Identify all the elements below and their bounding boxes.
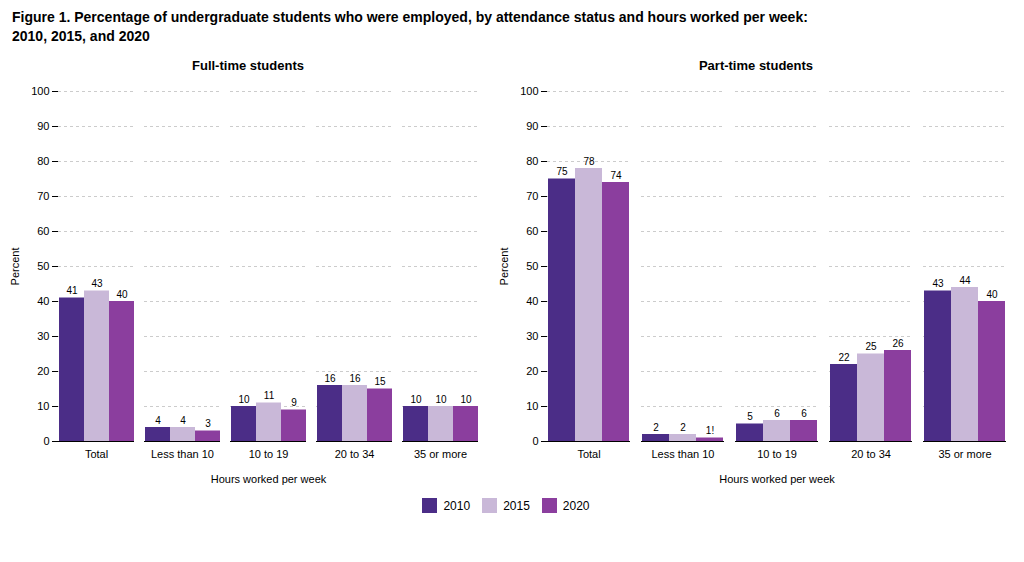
html-text:Full-time students: Full-time students <box>192 58 304 73</box>
svg-text:Percent: Percent <box>498 248 510 286</box>
svg-text:16: 16 <box>324 373 336 384</box>
svg-text:1!: 1! <box>706 425 714 436</box>
html-text:Figure 1. Percentage of underg: Figure 1. Percentage of undergraduate st… <box>12 9 808 25</box>
svg-text:50: 50 <box>37 260 49 272</box>
svg-text:75: 75 <box>556 166 568 177</box>
svg-text:20 to 34: 20 to 34 <box>335 448 375 460</box>
svg-text:100: 100 <box>31 85 49 97</box>
svg-text:10: 10 <box>435 394 447 405</box>
html-text:2020: 2020 <box>562 498 590 513</box>
svg-text:25: 25 <box>865 341 877 352</box>
html-text:2010: 2010 <box>443 498 471 513</box>
svg-text:6: 6 <box>801 408 807 419</box>
svg-text:40: 40 <box>526 295 538 307</box>
svg-text:10 to 19: 10 to 19 <box>757 448 797 460</box>
svg-text:100: 100 <box>520 85 538 97</box>
svg-text:16: 16 <box>349 373 361 384</box>
svg-text:30: 30 <box>37 330 49 342</box>
html-text:Part-time students: Part-time students <box>698 58 814 73</box>
svg-text:74: 74 <box>610 170 622 181</box>
svg-text:90: 90 <box>37 120 49 132</box>
svg-text:11: 11 <box>264 390 275 401</box>
svg-text:26: 26 <box>892 338 904 349</box>
svg-text:35 or more: 35 or more <box>938 448 991 460</box>
svg-text:60: 60 <box>37 225 49 237</box>
svg-text:60: 60 <box>526 225 538 237</box>
svg-text:10 to 19: 10 to 19 <box>249 448 289 460</box>
svg-text:6: 6 <box>774 408 780 419</box>
svg-text:40: 40 <box>986 289 998 300</box>
svg-text:15: 15 <box>374 376 386 387</box>
svg-text:Hours worked per week: Hours worked per week <box>719 473 835 485</box>
svg-text:80: 80 <box>37 155 49 167</box>
svg-text:9: 9 <box>291 397 297 408</box>
svg-text:40: 40 <box>37 295 49 307</box>
svg-text:10: 10 <box>37 400 49 412</box>
svg-text:70: 70 <box>37 190 49 202</box>
svg-text:20: 20 <box>37 365 49 377</box>
svg-text:20: 20 <box>526 365 538 377</box>
svg-text:30: 30 <box>526 330 538 342</box>
svg-text:40: 40 <box>116 289 128 300</box>
svg-text:10: 10 <box>238 394 250 405</box>
svg-text:4: 4 <box>155 415 161 426</box>
svg-text:Total: Total <box>85 448 108 460</box>
svg-text:2: 2 <box>653 422 659 433</box>
svg-text:20 to 34: 20 to 34 <box>851 448 891 460</box>
svg-text:5: 5 <box>747 411 753 422</box>
svg-text:Percent: Percent <box>9 248 21 286</box>
svg-text:2: 2 <box>680 422 686 433</box>
svg-text:43: 43 <box>932 278 944 289</box>
svg-text:Hours worked per week: Hours worked per week <box>211 473 327 485</box>
svg-text:22: 22 <box>838 352 850 363</box>
svg-text:10: 10 <box>526 400 538 412</box>
svg-text:Total: Total <box>577 448 600 460</box>
svg-text:10: 10 <box>460 394 472 405</box>
svg-text:78: 78 <box>583 156 595 167</box>
svg-text:Less than 10: Less than 10 <box>652 448 715 460</box>
svg-text:10: 10 <box>410 394 422 405</box>
html-text:2010, 2015, and 2020: 2010, 2015, and 2020 <box>12 28 150 44</box>
svg-text:35 or more: 35 or more <box>414 448 467 460</box>
svg-text:80: 80 <box>526 155 538 167</box>
svg-text:50: 50 <box>526 260 538 272</box>
svg-text:4: 4 <box>180 415 186 426</box>
svg-text:70: 70 <box>526 190 538 202</box>
svg-text:41: 41 <box>66 285 78 296</box>
svg-text:44: 44 <box>959 275 971 286</box>
svg-text:3: 3 <box>205 418 211 429</box>
svg-text:0: 0 <box>532 435 538 447</box>
svg-text:0: 0 <box>43 435 49 447</box>
svg-text:90: 90 <box>526 120 538 132</box>
svg-text:43: 43 <box>91 278 103 289</box>
html-text:2015: 2015 <box>503 498 530 513</box>
svg-text:Less than 10: Less than 10 <box>151 448 214 460</box>
